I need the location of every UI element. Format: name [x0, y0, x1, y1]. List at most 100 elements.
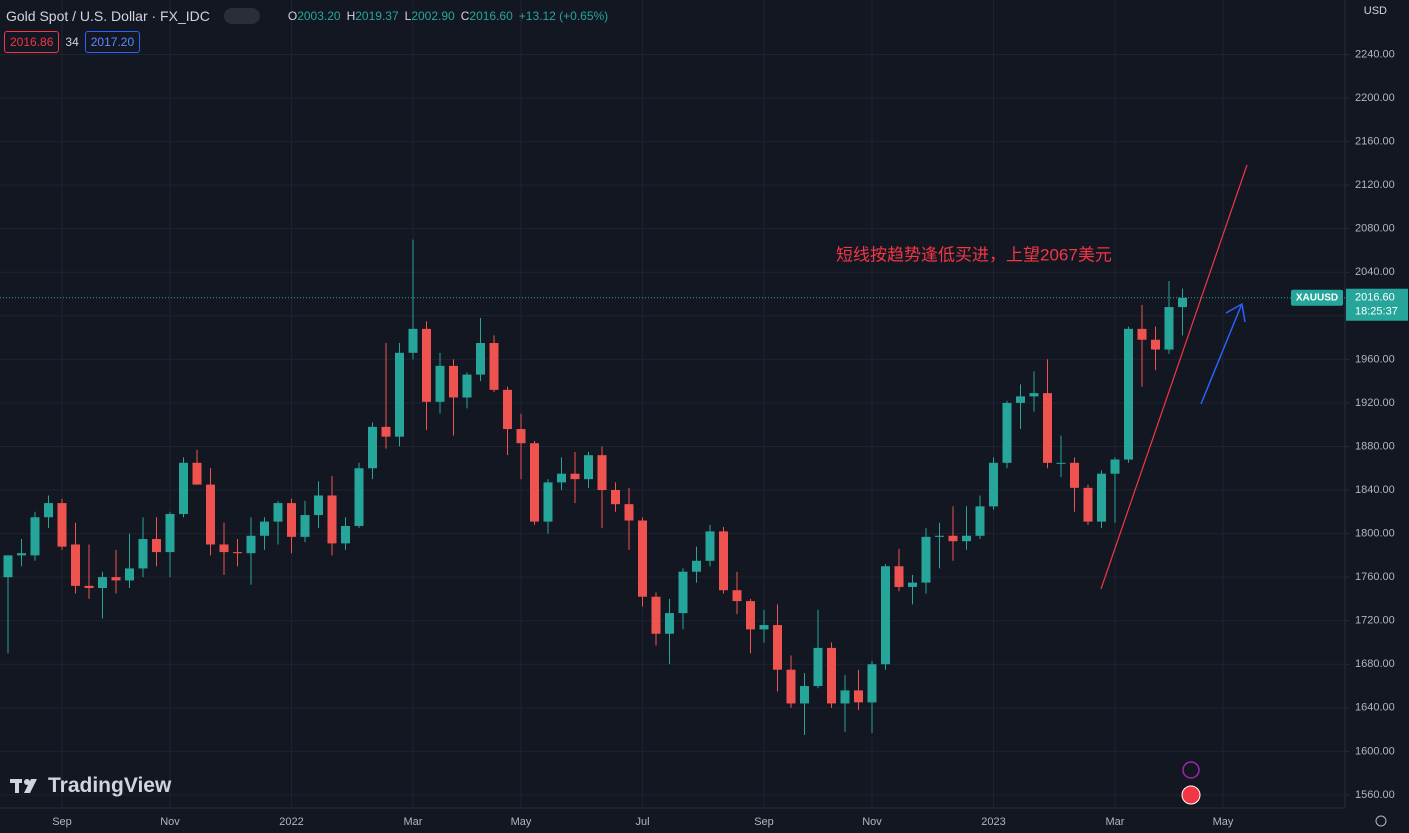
currency[interactable]: USD [1363, 5, 1387, 17]
x-tick-label: Sep [754, 816, 774, 828]
candle-body [314, 495, 323, 516]
candle-body [111, 577, 121, 581]
candle-body [543, 482, 553, 522]
x-tick-label: Nov [862, 816, 882, 828]
x-tick-label: 2023 [981, 816, 1005, 828]
candle-body [462, 374, 472, 398]
candle-body [17, 553, 26, 556]
candle-body [570, 473, 580, 480]
candle-body [678, 571, 688, 614]
countdown: 18:25:37 [1355, 306, 1398, 318]
trend-line [1100, 164, 1248, 590]
candle-body [179, 462, 188, 514]
candle-body [651, 596, 661, 634]
candle-body [1070, 462, 1079, 488]
candle-body [273, 503, 283, 522]
settings-icon[interactable] [1375, 815, 1387, 827]
candle-body [584, 455, 593, 480]
candle-body [1164, 307, 1174, 350]
ohlc-key: C [460, 9, 470, 23]
candle-body [786, 669, 796, 704]
candle-body [1056, 462, 1066, 464]
candle-body [854, 690, 863, 703]
candle-body [165, 513, 175, 553]
candle-body [206, 484, 215, 545]
candle-body [354, 468, 364, 526]
candle-body [219, 544, 229, 553]
candle-body [597, 455, 607, 491]
symbol-tag-bg [1291, 289, 1343, 306]
candle-body [1151, 339, 1160, 350]
ohlc-item: O2003.20 [288, 9, 341, 23]
candle-body [516, 429, 526, 444]
y-tick-label: 2040.00 [1355, 266, 1395, 278]
x-tick-label: Nov [160, 816, 180, 828]
candle-body [1110, 459, 1120, 474]
ohlc-key: O [287, 9, 298, 23]
event-icon[interactable] [1182, 761, 1200, 779]
candle-body [125, 568, 134, 581]
candle-body [773, 625, 782, 670]
candle-body [503, 389, 512, 430]
y-tick-label: 1960.00 [1355, 353, 1395, 365]
candle-body [908, 582, 917, 587]
candle-body [530, 443, 539, 522]
candle-body [3, 555, 13, 578]
candle-body [476, 343, 485, 375]
candle-body [962, 535, 971, 542]
grid [0, 0, 1345, 808]
candle-body [84, 585, 94, 589]
x-tick-label: May [511, 816, 532, 828]
y-tick-label: 1640.00 [1355, 702, 1395, 714]
candle-body [489, 343, 499, 390]
candle-body [1043, 393, 1052, 463]
candle-body [192, 462, 202, 485]
buy-price[interactable]: 2017.20 [84, 31, 141, 53]
brand-name: TradingView [48, 774, 172, 797]
ohlc-item: L2002.90 [405, 9, 455, 23]
symbol-title[interactable]: Gold Spot / U.S. Dollar · FX_IDC [6, 8, 210, 24]
symbol-tag: XAUUSD [1296, 292, 1338, 303]
candle-body [557, 473, 566, 483]
ohlc-value: 2002.90 [411, 9, 455, 23]
candle-body [935, 535, 944, 537]
status-pill [223, 8, 260, 24]
sell-price[interactable]: 2016.86 [4, 31, 60, 53]
x-tick-label: Mar [404, 816, 423, 828]
candle-body [732, 590, 742, 602]
candle-body [746, 601, 755, 630]
candle-body [665, 613, 674, 634]
ohlc-value: 2003.20 [297, 9, 341, 23]
y-tick-label: 1760.00 [1355, 571, 1395, 583]
candle-body [894, 566, 904, 587]
candle-body [1124, 328, 1133, 460]
candle-body [246, 535, 256, 554]
candle-body [624, 504, 634, 521]
candle-body [152, 539, 161, 553]
candle-body [692, 560, 701, 572]
economic-event-icon[interactable] [1181, 785, 1201, 805]
y-tick-label: 1800.00 [1355, 527, 1395, 539]
y-tick-label: 2200.00 [1355, 92, 1395, 104]
candle-body [1029, 393, 1039, 397]
ohlc-item: C2016.60 [461, 9, 513, 23]
y-tick-label: 2160.00 [1355, 135, 1395, 147]
candle-body [71, 544, 80, 586]
candle-body [1083, 487, 1093, 522]
candle-body [638, 520, 647, 597]
y-tick-label: 2240.00 [1355, 48, 1395, 60]
candle-body [813, 647, 823, 687]
y-tick-label: 1600.00 [1355, 745, 1395, 757]
y-tick-label: 1720.00 [1355, 615, 1395, 627]
candle-body [840, 690, 850, 704]
candle-body [44, 503, 53, 518]
candle-body [800, 686, 809, 704]
candle-body [287, 503, 296, 537]
x-tick-label: 2022 [279, 816, 303, 828]
y-tick-label: 1920.00 [1355, 397, 1395, 409]
y-tick-label: 2120.00 [1355, 179, 1395, 191]
candle-body [408, 328, 418, 353]
header: Gold Spot / U.S. Dollar · FX_IDC O2003.2… [6, 6, 608, 26]
